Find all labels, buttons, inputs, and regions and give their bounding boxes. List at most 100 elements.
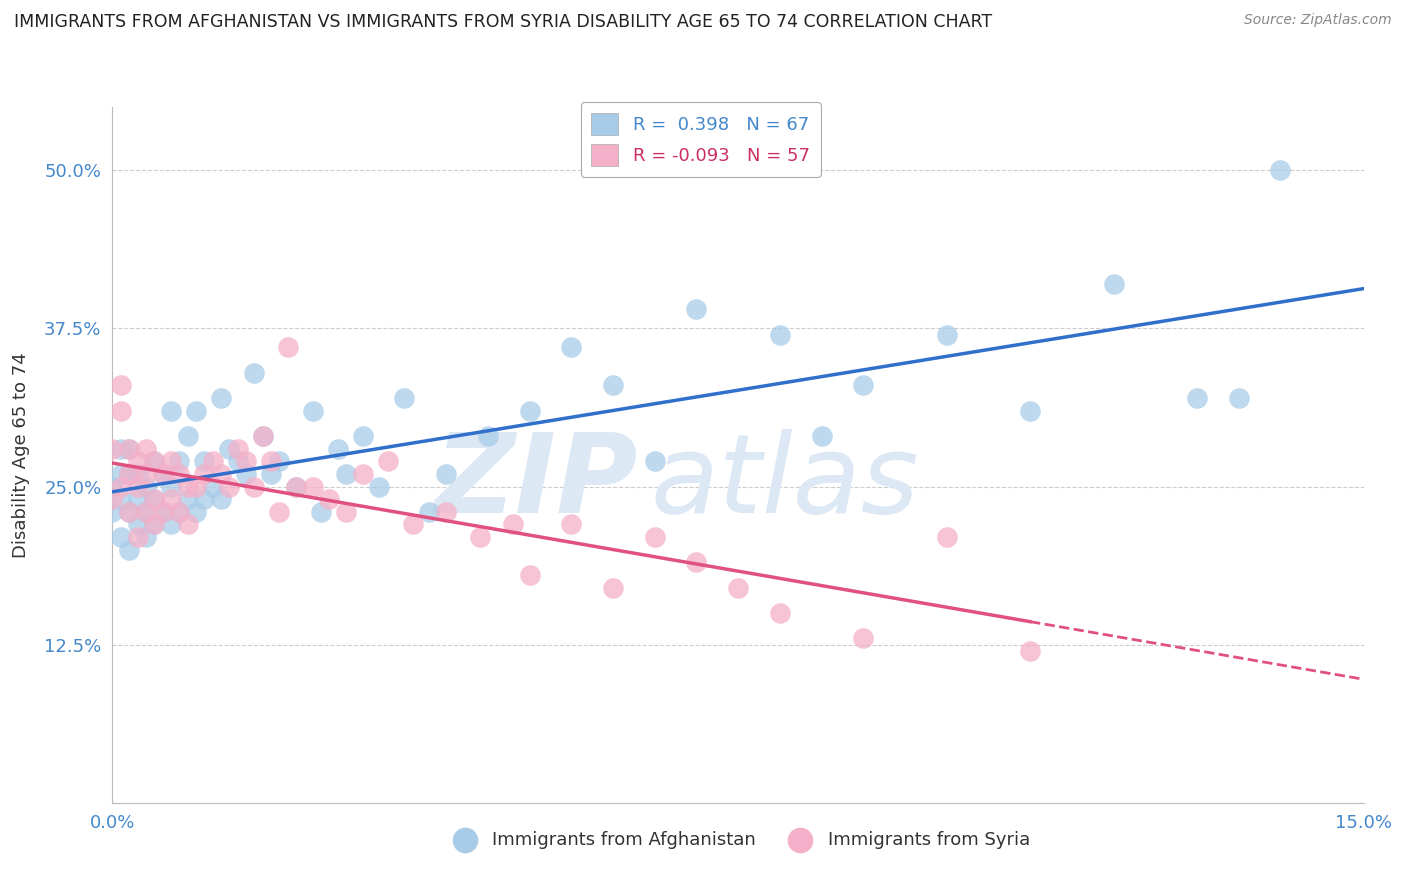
Point (285, 479, 308, 493)
Point (269, 505, 291, 519)
Point (368, 479, 391, 493)
Point (209, 467, 232, 481)
Point (110, 492, 132, 507)
Point (602, 378, 624, 392)
Point (101, 479, 124, 493)
Point (176, 429, 198, 443)
Point (418, 505, 440, 519)
Point (110, 442, 132, 456)
Point (1185, 391, 1208, 405)
Point (1019, 644, 1042, 658)
Point (167, 467, 190, 481)
Point (519, 568, 541, 582)
Point (160, 517, 183, 532)
Point (560, 340, 582, 354)
Point (118, 505, 141, 519)
Point (110, 479, 132, 493)
Point (201, 479, 224, 493)
Point (1102, 277, 1125, 292)
Point (110, 378, 132, 392)
Point (143, 517, 166, 532)
Text: Source: ZipAtlas.com: Source: ZipAtlas.com (1244, 13, 1392, 28)
Point (644, 454, 666, 468)
Point (152, 467, 174, 481)
Point (209, 492, 232, 507)
Point (193, 467, 215, 481)
Point (143, 454, 166, 468)
Point (260, 454, 283, 468)
Point (127, 517, 149, 532)
Point (935, 327, 957, 342)
Point (118, 467, 141, 481)
Point (143, 492, 166, 507)
Point (402, 517, 425, 532)
Point (810, 429, 832, 443)
Point (135, 442, 157, 456)
Point (101, 442, 124, 456)
Point (209, 391, 232, 405)
Point (560, 517, 582, 532)
Point (1019, 403, 1042, 417)
Point (644, 530, 666, 544)
Point (167, 454, 190, 468)
Point (685, 302, 707, 317)
Point (1270, 163, 1292, 178)
Point (477, 429, 499, 443)
Point (101, 505, 124, 519)
Point (143, 517, 166, 532)
Point (326, 442, 349, 456)
Point (1227, 391, 1250, 405)
Point (468, 530, 491, 544)
Point (176, 492, 198, 507)
Text: IMMIGRANTS FROM AFGHANISTAN VS IMMIGRANTS FROM SYRIA DISABILITY AGE 65 TO 74 COR: IMMIGRANTS FROM AFGHANISTAN VS IMMIGRANT… (14, 13, 993, 31)
Point (852, 378, 875, 392)
Point (184, 403, 207, 417)
Point (318, 492, 340, 507)
Point (218, 479, 240, 493)
Text: ZIP: ZIP (434, 429, 638, 536)
Point (260, 467, 283, 481)
Point (201, 454, 224, 468)
Point (110, 530, 132, 544)
Point (352, 429, 374, 443)
Point (226, 454, 249, 468)
Point (127, 530, 149, 544)
Point (118, 505, 141, 519)
Point (519, 403, 541, 417)
Point (218, 442, 240, 456)
Point (252, 429, 274, 443)
Point (309, 505, 332, 519)
Point (160, 403, 183, 417)
Point (184, 505, 207, 519)
Point (935, 530, 957, 544)
Point (110, 467, 132, 481)
Point (277, 340, 299, 354)
Point (193, 492, 215, 507)
Point (118, 442, 141, 456)
Point (269, 454, 291, 468)
Point (127, 492, 149, 507)
Point (243, 479, 266, 493)
Point (160, 479, 183, 493)
Point (285, 479, 308, 493)
Text: atlas: atlas (651, 429, 920, 536)
Point (118, 542, 141, 557)
Point (434, 467, 457, 481)
Point (152, 505, 174, 519)
Point (135, 505, 157, 519)
Point (118, 442, 141, 456)
Point (143, 492, 166, 507)
Point (769, 327, 792, 342)
Point (335, 505, 357, 519)
Point (685, 556, 707, 570)
Point (434, 505, 457, 519)
Point (101, 492, 124, 507)
Point (143, 454, 166, 468)
Point (152, 505, 174, 519)
Point (727, 581, 749, 595)
Point (193, 454, 215, 468)
Point (127, 479, 149, 493)
Point (176, 517, 198, 532)
Point (167, 505, 190, 519)
Point (252, 429, 274, 443)
